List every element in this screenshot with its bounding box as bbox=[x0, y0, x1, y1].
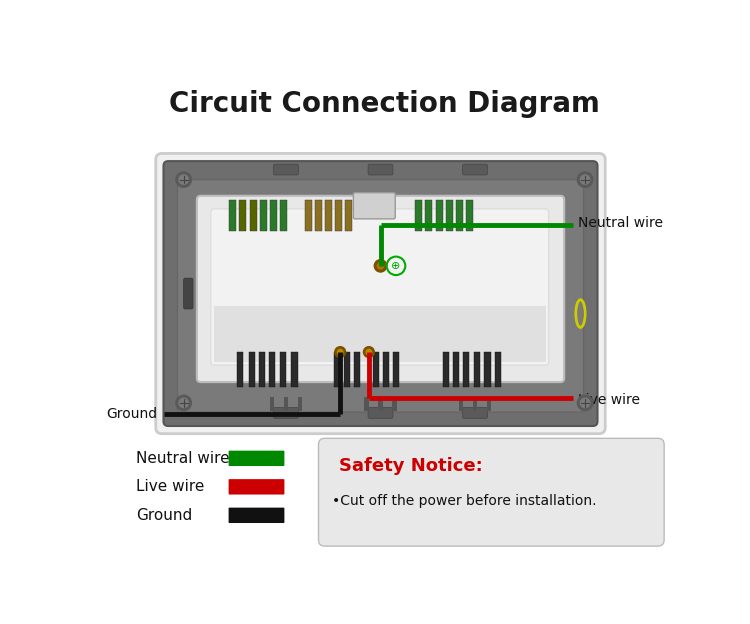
Bar bbox=[280, 200, 286, 231]
Bar bbox=[298, 397, 302, 411]
Bar bbox=[237, 352, 243, 387]
Bar bbox=[260, 200, 266, 231]
Text: •Cut off the power before installation.: •Cut off the power before installation. bbox=[332, 494, 597, 508]
Bar bbox=[280, 352, 286, 387]
Text: Ground: Ground bbox=[106, 407, 158, 421]
FancyBboxPatch shape bbox=[274, 164, 298, 175]
Bar bbox=[425, 200, 433, 231]
Bar bbox=[270, 200, 277, 231]
Circle shape bbox=[377, 263, 383, 269]
Bar bbox=[269, 352, 275, 387]
Circle shape bbox=[366, 349, 371, 355]
Bar bbox=[259, 352, 265, 387]
Bar bbox=[354, 352, 360, 387]
Bar bbox=[466, 200, 472, 231]
Circle shape bbox=[176, 395, 191, 411]
Bar bbox=[456, 200, 463, 231]
Bar bbox=[463, 352, 469, 387]
Bar bbox=[373, 352, 379, 387]
Bar bbox=[416, 200, 422, 231]
Text: Circuit Connection Diagram: Circuit Connection Diagram bbox=[169, 90, 600, 118]
Bar bbox=[249, 352, 255, 387]
FancyBboxPatch shape bbox=[368, 407, 393, 418]
Circle shape bbox=[580, 398, 590, 407]
Bar bbox=[334, 352, 340, 387]
Bar bbox=[382, 352, 389, 387]
FancyBboxPatch shape bbox=[164, 161, 598, 426]
Circle shape bbox=[374, 260, 387, 272]
Bar bbox=[284, 397, 288, 411]
Circle shape bbox=[578, 172, 592, 187]
FancyBboxPatch shape bbox=[178, 180, 584, 412]
Bar bbox=[214, 306, 545, 362]
Bar bbox=[436, 200, 442, 231]
Bar bbox=[345, 200, 352, 231]
Circle shape bbox=[334, 347, 346, 358]
Bar bbox=[393, 352, 399, 387]
Text: Neutral wire: Neutral wire bbox=[578, 216, 663, 230]
Bar bbox=[334, 200, 342, 231]
Text: Neutral wire: Neutral wire bbox=[136, 451, 230, 466]
FancyBboxPatch shape bbox=[319, 438, 664, 546]
Circle shape bbox=[364, 347, 374, 358]
Circle shape bbox=[580, 175, 590, 184]
Bar bbox=[250, 200, 256, 231]
Bar bbox=[473, 352, 480, 387]
FancyBboxPatch shape bbox=[463, 407, 488, 418]
Text: ⊕: ⊕ bbox=[392, 261, 400, 271]
Text: Safety Notice:: Safety Notice: bbox=[339, 457, 482, 475]
Circle shape bbox=[176, 172, 191, 187]
Bar bbox=[304, 200, 311, 231]
Circle shape bbox=[179, 398, 188, 407]
FancyBboxPatch shape bbox=[229, 451, 284, 466]
FancyBboxPatch shape bbox=[229, 479, 284, 495]
Bar bbox=[270, 397, 274, 411]
Bar bbox=[344, 352, 350, 387]
FancyBboxPatch shape bbox=[196, 196, 564, 382]
Bar bbox=[230, 200, 236, 231]
Bar bbox=[452, 352, 459, 387]
Circle shape bbox=[578, 395, 592, 411]
Bar bbox=[487, 397, 491, 411]
Bar bbox=[291, 352, 298, 387]
Bar bbox=[484, 352, 490, 387]
Bar bbox=[364, 397, 369, 411]
FancyBboxPatch shape bbox=[211, 209, 549, 365]
FancyBboxPatch shape bbox=[156, 154, 605, 434]
Circle shape bbox=[179, 175, 188, 184]
FancyBboxPatch shape bbox=[229, 507, 284, 523]
Bar bbox=[325, 200, 332, 231]
FancyBboxPatch shape bbox=[184, 278, 193, 309]
Bar bbox=[378, 397, 382, 411]
Circle shape bbox=[338, 349, 343, 355]
FancyBboxPatch shape bbox=[463, 164, 488, 175]
Bar bbox=[239, 200, 247, 231]
FancyBboxPatch shape bbox=[353, 193, 395, 219]
Bar bbox=[392, 397, 397, 411]
Bar bbox=[315, 200, 322, 231]
Bar bbox=[459, 397, 464, 411]
Bar bbox=[446, 200, 452, 231]
FancyBboxPatch shape bbox=[274, 407, 298, 418]
Text: Live wire: Live wire bbox=[578, 393, 640, 407]
Bar bbox=[442, 352, 448, 387]
Bar bbox=[472, 397, 477, 411]
Text: Live wire: Live wire bbox=[136, 479, 205, 494]
Text: Ground: Ground bbox=[136, 508, 193, 523]
Bar bbox=[495, 352, 502, 387]
FancyBboxPatch shape bbox=[368, 164, 393, 175]
